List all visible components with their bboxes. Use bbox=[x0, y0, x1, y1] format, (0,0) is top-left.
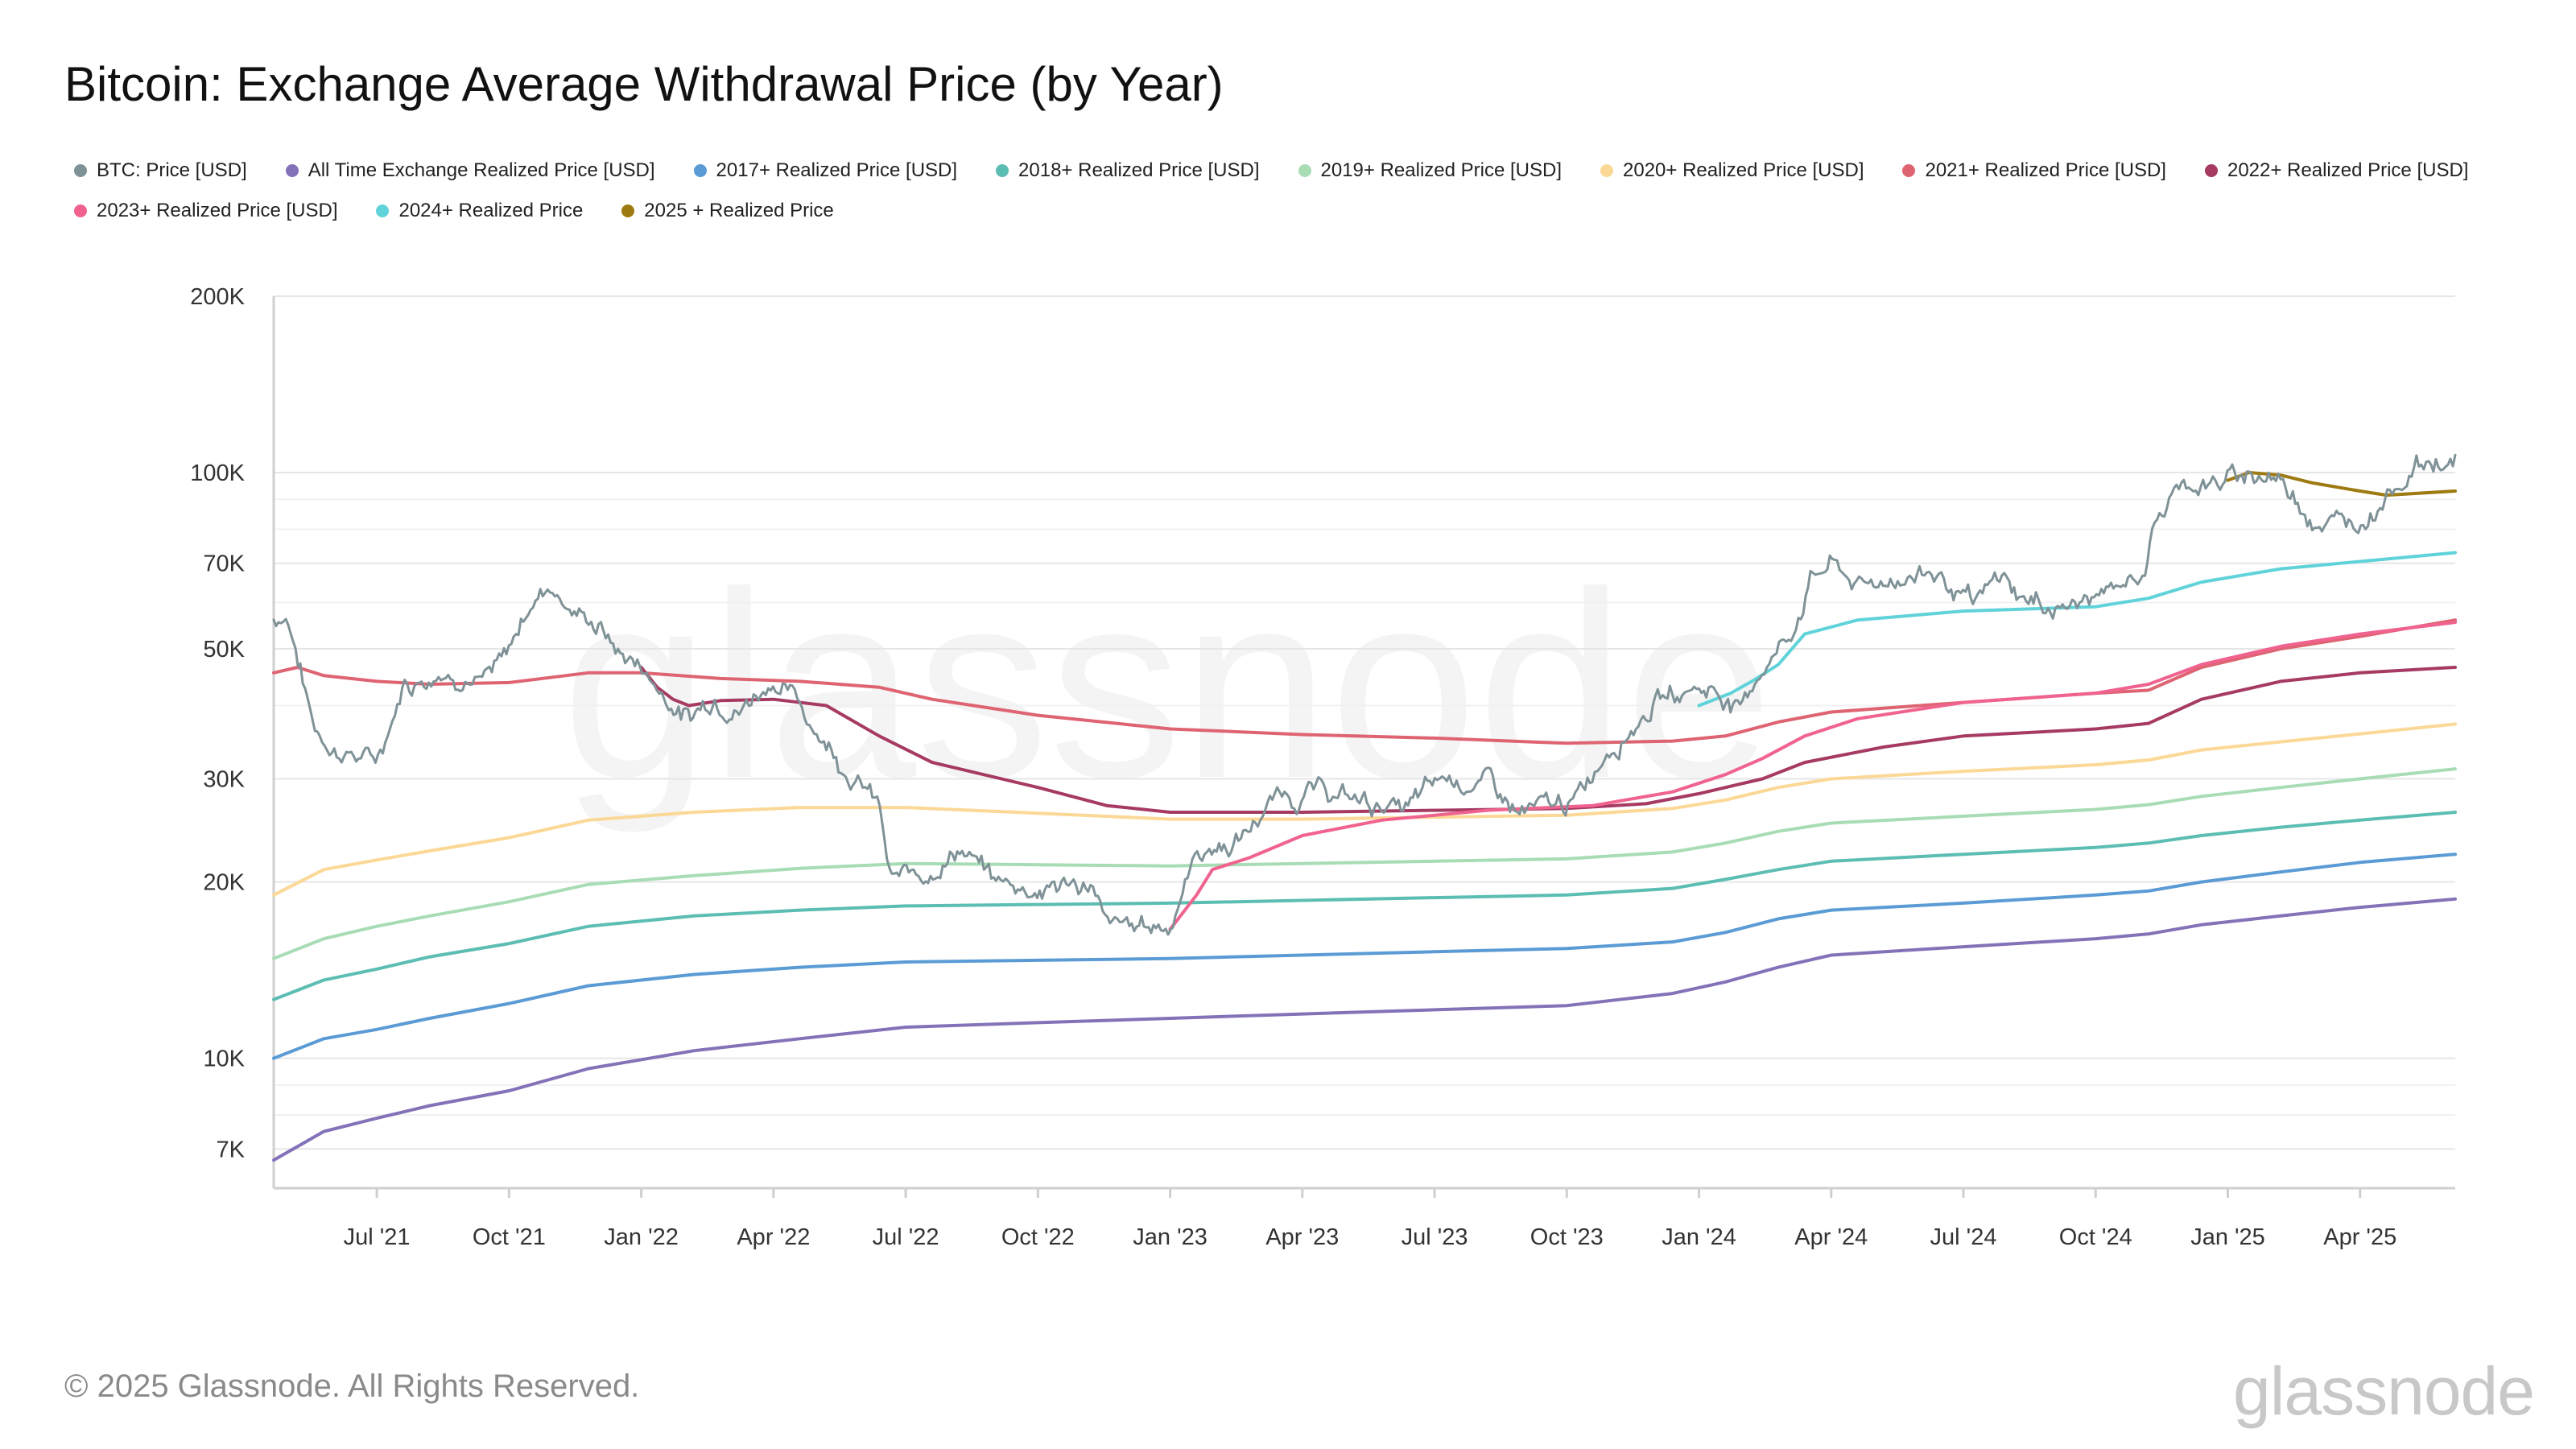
y-tick-label: 100K bbox=[190, 460, 245, 486]
legend-label: 2023+ Realized Price [USD] bbox=[97, 200, 338, 221]
legend-label: All Time Exchange Realized Price [USD] bbox=[308, 159, 655, 181]
legend-marker bbox=[996, 164, 1009, 177]
legend-marker bbox=[2204, 164, 2218, 177]
x-tick-label: Jul '24 bbox=[1930, 1224, 1997, 1250]
legend-label: 2019+ Realized Price [USD] bbox=[1320, 159, 1562, 181]
legend-label: 2017+ Realized Price [USD] bbox=[716, 159, 958, 181]
legend-item[interactable]: 2023+ Realized Price [USD] bbox=[74, 200, 337, 222]
legend-item[interactable]: All Time Exchange Realized Price [USD] bbox=[285, 159, 655, 182]
legend-item[interactable]: BTC: Price [USD] bbox=[74, 159, 247, 182]
y-tick-label: 30K bbox=[203, 766, 245, 792]
series-lines bbox=[272, 453, 2457, 1162]
legend-marker bbox=[621, 204, 635, 217]
legend-marker bbox=[693, 164, 707, 177]
series-line bbox=[639, 666, 2457, 814]
legend-marker bbox=[1902, 164, 1916, 177]
legend-label: 2018+ Realized Price [USD] bbox=[1018, 159, 1260, 181]
footer-logo[interactable]: glassnode bbox=[2233, 1353, 2535, 1429]
legend-marker bbox=[74, 204, 87, 217]
legend-marker bbox=[1298, 164, 1311, 177]
y-tick-label: 20K bbox=[203, 870, 245, 896]
legend-marker bbox=[285, 164, 299, 177]
legend-item[interactable]: 2025 + Realized Price bbox=[621, 200, 834, 222]
x-tick-label: Jan '22 bbox=[604, 1224, 679, 1250]
legend-item[interactable]: 2022+ Realized Price [USD] bbox=[2204, 159, 2469, 182]
legend-item[interactable]: 2018+ Realized Price [USD] bbox=[996, 159, 1260, 182]
series-line bbox=[272, 767, 2457, 960]
x-tick-label: Jan '23 bbox=[1133, 1224, 1208, 1250]
series-line bbox=[1168, 621, 2457, 931]
y-tick-label: 70K bbox=[203, 551, 245, 577]
legend-marker bbox=[376, 204, 390, 217]
series-line bbox=[272, 897, 2457, 1162]
axes: 200K 100K 70K 50K 30K 20K 10K 7K Jul '21 Oct '21 J… bbox=[190, 284, 2455, 1250]
x-tick-label: Oct '23 bbox=[1530, 1224, 1604, 1250]
x-tick-label: Oct '22 bbox=[1001, 1224, 1075, 1250]
x-tick-label: Apr '22 bbox=[737, 1224, 810, 1250]
legend-item[interactable]: 2021+ Realized Price [USD] bbox=[1902, 159, 2166, 182]
series-line bbox=[1697, 551, 2457, 708]
y-tick-label: 10K bbox=[203, 1046, 245, 1072]
legend-label: 2021+ Realized Price [USD] bbox=[1925, 159, 2166, 181]
legend-item[interactable]: 2024+ Realized Price bbox=[376, 200, 583, 222]
y-tick-label: 200K bbox=[190, 284, 245, 310]
footer-copyright: © 2025 Glassnode. All Rights Reserved. bbox=[64, 1368, 640, 1404]
legend-item[interactable]: 2019+ Realized Price [USD] bbox=[1298, 159, 1562, 182]
x-tick-label: Jan '24 bbox=[1662, 1224, 1736, 1250]
y-tick-label: 7K bbox=[217, 1137, 246, 1162]
x-tick-label: Jul '22 bbox=[873, 1224, 939, 1250]
series-line bbox=[272, 722, 2457, 897]
series-line bbox=[2226, 471, 2457, 497]
series-line bbox=[272, 852, 2457, 1060]
x-tick-label: Oct '21 bbox=[473, 1224, 546, 1250]
legend-label: 2025 + Realized Price bbox=[644, 200, 834, 221]
chart-legend: BTC: Price [USD] All Time Exchange Realiz… bbox=[74, 159, 2505, 222]
legend-label: 2020+ Realized Price [USD] bbox=[1623, 159, 1864, 181]
series-line bbox=[272, 453, 2457, 936]
page-title: Bitcoin: Exchange Average Withdrawal Pri… bbox=[64, 57, 1224, 111]
x-tick-label: Jul '23 bbox=[1402, 1224, 1468, 1250]
legend-marker bbox=[1600, 164, 1613, 177]
x-tick-label: Apr '25 bbox=[2323, 1224, 2396, 1250]
x-tick-label: Oct '24 bbox=[2059, 1224, 2132, 1250]
x-tick-label: Jul '21 bbox=[344, 1224, 411, 1250]
legend-label: 2024+ Realized Price bbox=[398, 200, 584, 221]
y-tick-label: 50K bbox=[203, 637, 245, 663]
legend-label: BTC: Price [USD] bbox=[97, 159, 247, 181]
x-tick-label: Apr '23 bbox=[1265, 1224, 1339, 1250]
legend-item[interactable]: 2017+ Realized Price [USD] bbox=[693, 159, 958, 182]
legend-item[interactable]: 2020+ Realized Price [USD] bbox=[1600, 159, 1864, 182]
series-line bbox=[272, 811, 2457, 1001]
legend-label: 2022+ Realized Price [USD] bbox=[2227, 159, 2469, 181]
x-tick-label: Jan '25 bbox=[2190, 1224, 2265, 1250]
x-tick-label: Apr '24 bbox=[1794, 1224, 1868, 1250]
legend-marker bbox=[74, 164, 87, 177]
watermark-text: glassnode bbox=[562, 536, 1773, 835]
